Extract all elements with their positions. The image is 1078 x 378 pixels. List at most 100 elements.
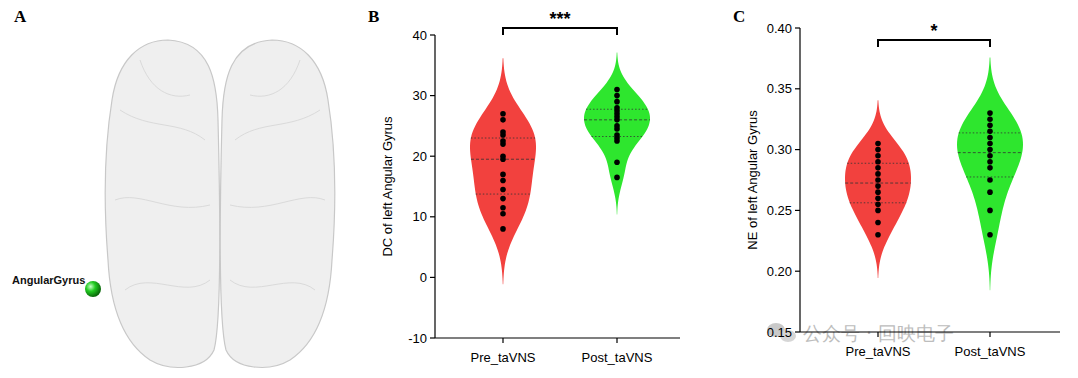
y-tick — [430, 156, 435, 157]
y-tick-label: -10 — [408, 331, 427, 346]
data-point — [875, 177, 881, 183]
region-label: AngularGyrus — [12, 274, 85, 286]
hemisphere — [105, 40, 219, 367]
x-tick — [989, 332, 990, 337]
data-point — [875, 141, 881, 147]
data-point — [875, 147, 881, 153]
y-tick-label: 20 — [413, 149, 427, 164]
sulcus — [250, 60, 300, 96]
watermark: 公众号 · 回映电子 — [767, 322, 954, 344]
y-tick — [430, 277, 435, 278]
data-point — [987, 177, 993, 183]
data-point — [987, 135, 993, 141]
data-point — [614, 175, 620, 181]
y-tick — [795, 88, 800, 89]
violin — [957, 58, 1023, 291]
data-point — [875, 202, 881, 208]
y-tick — [430, 34, 435, 35]
data-point — [500, 132, 506, 138]
data-point — [987, 153, 993, 159]
y-axis-label: NE of left Angular Gyrus — [745, 110, 760, 250]
data-point — [987, 110, 993, 116]
data-point — [875, 153, 881, 159]
sulcus — [125, 280, 210, 290]
chart: B-10010203040DC of left Angular GyrusPre… — [368, 7, 680, 365]
plot-area — [845, 58, 1023, 291]
x-axis — [800, 331, 1060, 332]
x-tick-label: Post_taVNS — [955, 344, 1026, 359]
sulcus — [230, 198, 325, 208]
data-point — [500, 187, 506, 193]
data-point — [614, 159, 620, 165]
data-point — [500, 205, 506, 211]
significance-label: * — [930, 21, 937, 41]
data-point — [987, 159, 993, 165]
data-point — [987, 165, 993, 171]
y-axis-label: DC of left Angular Gyrus — [380, 116, 395, 257]
y-axis — [434, 35, 435, 338]
y-tick — [430, 95, 435, 96]
violin — [470, 58, 536, 284]
y-tick-label: 0.40 — [767, 21, 792, 36]
data-point — [500, 172, 506, 178]
y-tick-label: 0.30 — [767, 142, 792, 157]
data-point — [614, 126, 620, 132]
data-point — [500, 226, 506, 232]
y-tick-label: 0.20 — [767, 264, 792, 279]
panel-label: B — [368, 7, 379, 26]
sulcus — [115, 198, 210, 208]
y-tick-label: 0.25 — [767, 203, 792, 218]
violin — [845, 100, 911, 278]
data-point — [614, 93, 620, 99]
brain-outline — [105, 40, 334, 367]
sulcus — [140, 60, 190, 96]
hemisphere — [220, 40, 334, 367]
data-point — [875, 232, 881, 238]
x-tick — [616, 338, 617, 343]
data-point — [875, 171, 881, 177]
data-point — [987, 122, 993, 128]
panel-label: A — [14, 7, 27, 26]
significance-bracket — [503, 28, 617, 35]
data-point — [875, 208, 881, 214]
watermark-text: 公众号 · 回映电子 — [803, 322, 954, 344]
data-point — [987, 208, 993, 214]
data-point — [875, 165, 881, 171]
y-tick — [795, 149, 800, 150]
y-tick — [795, 210, 800, 211]
data-point — [987, 232, 993, 238]
sulcus — [235, 110, 320, 140]
data-point — [614, 138, 620, 144]
figure: AAngularGyrus公众号 · 回映电子B-10010203040DC o… — [0, 0, 1078, 378]
x-tick-label: Post_taVNS — [582, 350, 653, 365]
data-point — [500, 211, 506, 217]
data-point — [500, 156, 506, 162]
data-point — [614, 117, 620, 123]
y-tick — [430, 216, 435, 217]
y-tick — [795, 27, 800, 28]
data-point — [614, 87, 620, 93]
y-tick-label: 0.15 — [767, 325, 792, 340]
y-tick-label: 40 — [413, 28, 427, 43]
x-tick — [502, 338, 503, 343]
violin — [584, 53, 650, 215]
sulcus — [120, 110, 205, 140]
x-tick-label: Pre_taVNS — [845, 344, 910, 359]
data-point — [987, 116, 993, 122]
data-point — [500, 111, 506, 117]
x-tick-label: Pre_taVNS — [470, 350, 535, 365]
sulcus — [230, 280, 315, 290]
data-point — [875, 159, 881, 165]
y-tick — [795, 271, 800, 272]
significance-bracket — [878, 40, 990, 47]
quartile-line — [476, 194, 530, 195]
x-tick — [877, 332, 878, 337]
data-point — [875, 195, 881, 201]
y-tick — [430, 337, 435, 338]
data-point — [500, 196, 506, 202]
data-point — [987, 141, 993, 147]
y-axis — [799, 28, 800, 332]
data-point — [500, 141, 506, 147]
plot-area — [470, 53, 650, 285]
data-point — [500, 178, 506, 184]
